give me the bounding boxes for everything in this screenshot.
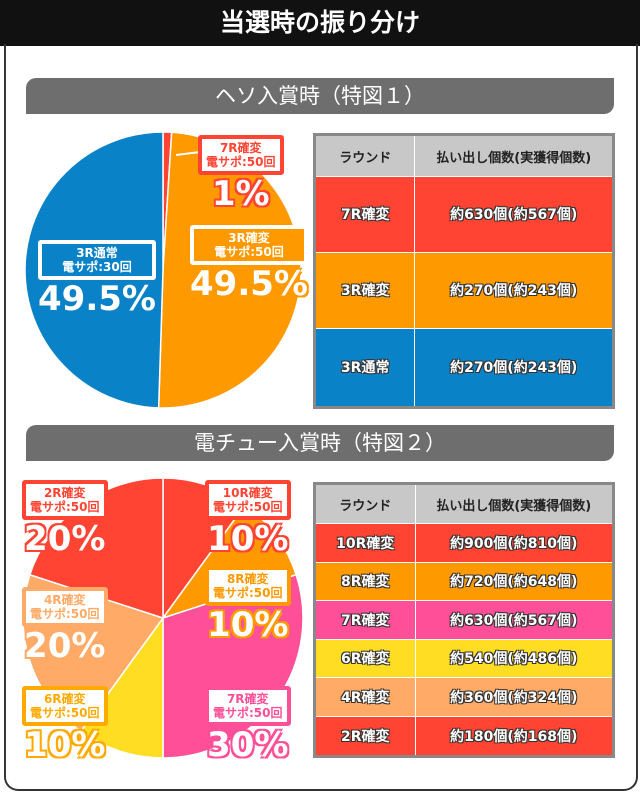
- table-row: 3R通常 約270個(約243個): [313, 327, 614, 409]
- cell-round: 3R確変: [313, 251, 416, 329]
- slice-support: 電サポ:50回: [213, 706, 283, 720]
- table-row: 7R確変 約630個(約567個): [313, 176, 614, 253]
- cell-round: 3R通常: [313, 327, 416, 409]
- slice-percent: 10%: [207, 519, 289, 559]
- cell-round: 8R確変: [314, 561, 416, 602]
- section-heading-denchu: 電チュー入賞時（特図２）: [26, 425, 614, 461]
- slice-label: 3R確変 電サポ:50回 49.5%: [190, 225, 308, 303]
- slice-percent: 20%: [24, 626, 106, 666]
- slice-percent: 20%: [24, 519, 106, 559]
- table-header: ラウンド 払い出し個数(実獲得個数): [313, 134, 614, 177]
- column-header: 払い出し個数(実獲得個数): [414, 483, 615, 524]
- slice-support: 電サポ:50回: [206, 155, 276, 169]
- cell-payout: 約360個(約324個): [414, 677, 615, 717]
- cell-payout: 約720個(約648個): [414, 561, 615, 602]
- cell-round: 7R確変: [313, 176, 416, 253]
- table-row: 4R確変 約360個(約324個): [314, 677, 615, 717]
- cell-payout: 約900個(約810個): [414, 523, 615, 563]
- slice-round: 8R確変: [226, 572, 269, 586]
- cell-round: 6R確変: [314, 638, 416, 679]
- slice-round: 2R確変: [43, 486, 86, 500]
- slice-label: 7R確変 電サポ:50回 1%: [198, 135, 284, 213]
- slice-round: 7R確変: [226, 692, 269, 706]
- payout-table-denchu: ラウンド 払い出し個数(実獲得個数) 10R確変 約900個(約810個) 8R確変 約7…: [313, 482, 615, 758]
- slice-label: 3R通常 電サポ:30回 49.5%: [38, 240, 156, 318]
- cell-round: 4R確変: [314, 677, 416, 717]
- section-heading-heso: ヘソ入賞時（特図１）: [26, 78, 614, 114]
- column-header: ラウンド: [314, 483, 416, 524]
- slice-label: 10R確変 電サポ:50回 10%: [205, 480, 291, 558]
- leader-line: [175, 151, 201, 156]
- cell-round: 10R確変: [314, 523, 416, 563]
- slice-support: 電サポ:50回: [213, 500, 283, 514]
- cell-payout: 約270個(約243個): [414, 327, 614, 409]
- slice-round: 4R確変: [43, 593, 86, 607]
- column-header: 払い出し個数(実獲得個数): [414, 134, 614, 177]
- slice-percent: 1%: [211, 174, 270, 214]
- slice-support: 電サポ:30回: [62, 260, 132, 274]
- content-frame: [4, 44, 638, 791]
- table-row: 3R確変 約270個(約243個): [313, 251, 614, 329]
- table-row: 6R確変 約540個(約486個): [314, 638, 615, 679]
- table-row: 2R確変 約180個(約168個): [314, 715, 615, 758]
- cell-payout: 約540個(約486個): [414, 638, 615, 679]
- slice-percent: 10%: [207, 605, 289, 645]
- slice-round: 10R確変: [222, 486, 273, 500]
- slice-label: 2R確変 電サポ:50回 20%: [22, 480, 108, 558]
- slice-round: 3R確変: [228, 231, 270, 245]
- slice-label: 6R確変 電サポ:50回 10%: [22, 686, 108, 764]
- slice-support: 電サポ:50回: [30, 500, 100, 514]
- slice-percent: 49.5%: [190, 264, 308, 304]
- slice-percent: 49.5%: [38, 279, 156, 319]
- table-header: ラウンド 払い出し個数(実獲得個数): [314, 483, 615, 524]
- slice-label: 4R確変 電サポ:50回 20%: [22, 587, 108, 665]
- page-title: 当選時の振り分け: [0, 0, 640, 46]
- slice-support: 電サポ:50回: [214, 245, 284, 259]
- cell-payout: 約630個(約567個): [414, 600, 615, 640]
- slice-percent: 10%: [24, 725, 106, 765]
- table-row: 8R確変 約720個(約648個): [314, 561, 615, 602]
- cell-round: 2R確変: [314, 715, 416, 758]
- table-row: 10R確変 約900個(約810個): [314, 523, 615, 563]
- slice-support: 電サポ:50回: [30, 706, 100, 720]
- slice-label: 7R確変 電サポ:50回 30%: [205, 686, 291, 764]
- cell-round: 7R確変: [314, 600, 416, 640]
- slice-round: 3R通常: [76, 246, 118, 260]
- cell-payout: 約180個(約168個): [414, 715, 615, 758]
- slice-round: 7R確変: [219, 141, 262, 155]
- table-row: 7R確変 約630個(約567個): [314, 600, 615, 640]
- cell-payout: 約270個(約243個): [414, 251, 614, 329]
- slice-percent: 30%: [207, 725, 289, 765]
- slice-support: 電サポ:50回: [213, 586, 283, 600]
- cell-payout: 約630個(約567個): [414, 176, 614, 253]
- slice-support: 電サポ:50回: [30, 607, 100, 621]
- slice-label: 8R確変 電サポ:50回 10%: [205, 566, 291, 644]
- column-header: ラウンド: [313, 134, 416, 177]
- payout-table-heso: ラウンド 払い出し個数(実獲得個数) 7R確変 約630個(約567個) 3R確変 約27…: [313, 133, 615, 409]
- slice-round: 6R確変: [43, 692, 86, 706]
